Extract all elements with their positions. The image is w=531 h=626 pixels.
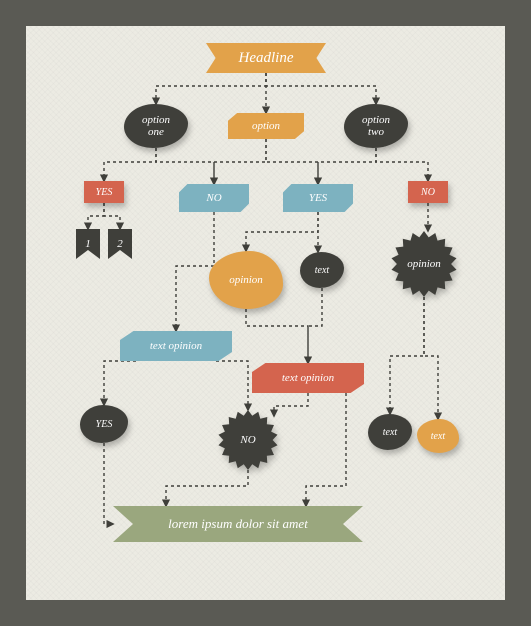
node-label: text [425, 431, 451, 442]
node-yes_mid: YES [283, 184, 353, 212]
flowchart-canvas: Headline option one option option two YES NO Y… [26, 26, 505, 600]
node-opt_two: option two [344, 104, 408, 148]
node-no_mid: NO [179, 184, 249, 212]
node-label: NO [200, 192, 227, 204]
edge-opt_two-yes_mid [318, 148, 376, 184]
edge-opt_mid-no_mid [214, 139, 266, 184]
node-opinion_c: opinion [209, 251, 283, 309]
node-label: option [246, 120, 286, 132]
node-no_r: NO [408, 181, 448, 203]
node-label: lorem ipsum dolor sit amet [162, 517, 314, 531]
edge-opt_one-no_mid [156, 148, 214, 184]
node-yes_bl: YES [80, 405, 128, 443]
node-one: 1 [76, 229, 100, 259]
edge-text_op_l-yes_bl [104, 361, 136, 405]
node-text_br1: text [368, 414, 412, 450]
node-final: lorem ipsum dolor sit amet [113, 506, 363, 542]
node-label: text [377, 427, 403, 438]
node-label: YES [90, 187, 119, 198]
node-label: YES [303, 192, 333, 204]
edge-headline-opt_two [266, 73, 376, 104]
edge-headline-opt_one [156, 73, 266, 104]
node-opt_mid: option [228, 113, 304, 139]
edge-opt_two-no_r [376, 148, 428, 181]
edge-yes_bl-final [104, 443, 113, 524]
node-label: text opinion [144, 340, 208, 352]
edge-text_op_l-no_c [216, 361, 248, 410]
node-label: option one [136, 114, 176, 138]
node-label: text opinion [276, 372, 340, 384]
edge-opt_one-yes_l [104, 148, 156, 181]
node-headline: Headline [206, 43, 326, 73]
edge-no_c-final [166, 470, 248, 506]
node-opinion_r: opinion [391, 231, 457, 297]
node-text_mid: text [300, 252, 344, 288]
node-label: text [309, 265, 335, 276]
edge-text_op_r-no_c [274, 393, 308, 416]
edge-text_op_r-final [306, 393, 346, 506]
edge-opinion_r-text_br2 [424, 297, 438, 419]
node-label: YES [90, 419, 119, 430]
edge-yes_l-one [88, 203, 104, 229]
node-yes_l: YES [84, 181, 124, 203]
node-label: Headline [233, 50, 300, 67]
edge-yes_mid-opinion_c [246, 212, 318, 251]
edge-opinion_c-text_op_r [246, 309, 308, 363]
node-label: NO [240, 434, 255, 446]
edge-opt_mid-yes_mid [266, 139, 318, 184]
node-label: opinion [407, 258, 441, 270]
edge-yes_l-two [104, 203, 120, 229]
node-label: 2 [111, 238, 129, 250]
node-label: NO [415, 187, 441, 198]
node-label: opinion [223, 274, 269, 286]
edge-text_mid-text_op_r [308, 288, 322, 363]
edge-no_mid-text_op_l [176, 212, 214, 331]
edge-opinion_r-text_br1 [390, 297, 424, 414]
node-text_op_l: text opinion [120, 331, 232, 361]
node-two: 2 [108, 229, 132, 259]
node-text_op_r: text opinion [252, 363, 364, 393]
node-label: 1 [79, 238, 97, 250]
node-opt_one: option one [124, 104, 188, 148]
node-text_br2: text [417, 419, 459, 453]
outer-frame: Headline option one option option two YES NO Y… [0, 0, 531, 626]
node-label: option two [356, 114, 396, 138]
node-no_c: NO [218, 410, 278, 470]
